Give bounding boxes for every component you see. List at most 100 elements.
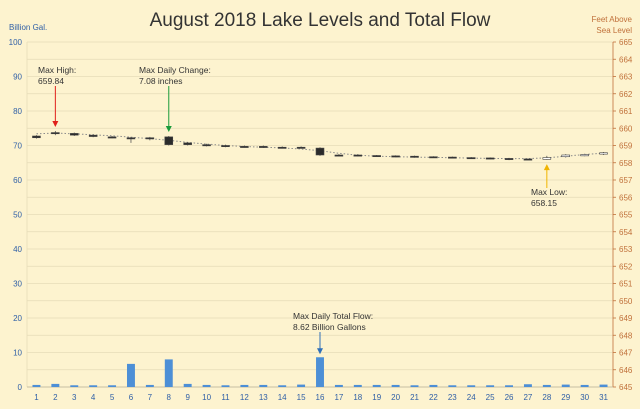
max-total-flow-label: 8.62 Billion Gallons [293, 322, 366, 332]
flow-bar [523, 384, 532, 387]
flow-bar [278, 385, 287, 387]
candle-body [296, 146, 306, 149]
x-tick-label: 31 [599, 393, 608, 402]
candle-body [126, 137, 136, 140]
flow-bar [32, 384, 41, 387]
right-tick-label: 654 [619, 228, 633, 237]
flow-bar [164, 359, 173, 387]
right-tick-label: 660 [619, 124, 633, 133]
x-tick-label: 22 [429, 393, 438, 402]
candle-body [183, 142, 192, 145]
x-tick-label: 6 [129, 393, 134, 402]
right-tick-label: 656 [619, 193, 633, 202]
flow-bar [542, 384, 551, 387]
candle-body [69, 133, 79, 136]
candle-body [221, 145, 230, 148]
candle-body [448, 156, 457, 159]
left-tick-label: 100 [9, 38, 23, 47]
right-tick-label: 661 [619, 107, 633, 116]
x-tick-label: 13 [259, 393, 268, 402]
candle-body [51, 132, 60, 135]
candle-body [372, 155, 381, 158]
flow-bar [429, 384, 438, 387]
left-tick-label: 20 [13, 314, 22, 323]
left-tick-label: 90 [13, 73, 22, 82]
right-tick-label: 649 [619, 314, 633, 323]
x-tick-label: 26 [505, 393, 514, 402]
right-tick-label: 655 [619, 211, 633, 220]
x-axis-ticks: 1 2 3 4 5 6 7 8 9 10 11 12 13 14 15 16 17 18 19 20 21 22 23 24 2… [34, 393, 608, 402]
left-tick-label: 40 [13, 245, 22, 254]
candle-body [466, 157, 476, 160]
x-tick-label: 14 [278, 393, 287, 402]
candle-body [353, 154, 363, 157]
candle-body [315, 147, 325, 156]
left-tick-label: 60 [13, 176, 22, 185]
left-tick-label: 0 [18, 383, 23, 392]
candle-body [202, 144, 211, 147]
flow-bar [145, 384, 154, 387]
x-tick-label: 10 [202, 393, 211, 402]
right-axis-ticks: 645 646 647 648 649 650 651 652 653 654 655 656 657 6… [613, 38, 633, 392]
candle-body [145, 137, 155, 140]
x-tick-label: 5 [110, 393, 115, 402]
max-high-label: Max High: [38, 65, 76, 75]
right-tick-label: 646 [619, 366, 633, 375]
flow-bar [391, 384, 400, 387]
right-tick-label: 657 [619, 176, 633, 185]
right-tick-label: 665 [619, 38, 633, 47]
flow-bar [467, 385, 476, 387]
right-axis-label-line2: Sea Level [596, 26, 632, 35]
max-low-label: 658.15 [531, 198, 557, 208]
right-tick-label: 650 [619, 297, 633, 306]
flow-bar [126, 363, 135, 387]
x-tick-label: 19 [372, 393, 381, 402]
flow-bar [486, 385, 495, 387]
x-tick-label: 28 [542, 393, 551, 402]
candle-body [429, 156, 438, 159]
flow-bar [70, 385, 79, 387]
flow-bar [89, 385, 98, 387]
candle-body [542, 157, 552, 160]
candle-body [504, 158, 514, 160]
x-tick-label: 3 [72, 393, 77, 402]
x-tick-label: 9 [185, 393, 190, 402]
flow-bar [240, 384, 249, 387]
left-axis-ticks: 0 10 20 30 40 50 60 70 80 90 100 [9, 38, 23, 392]
flow-bar [334, 384, 343, 387]
max-low-label: Max Low: [531, 187, 567, 197]
candle-body [240, 146, 249, 148]
flow-bar [221, 385, 230, 387]
candle-body [164, 136, 174, 145]
gridlines [26, 41, 614, 388]
flow-bar [316, 357, 324, 387]
right-tick-label: 663 [619, 73, 633, 82]
max-daily-change-label: 7.08 inches [139, 76, 182, 86]
left-tick-label: 70 [13, 142, 22, 151]
left-tick-label: 50 [13, 211, 22, 220]
x-tick-label: 21 [410, 393, 419, 402]
right-axis-label-line1: Feet Above [592, 15, 633, 24]
x-tick-label: 30 [580, 393, 589, 402]
lake-level-candles [32, 131, 608, 161]
x-tick-label: 24 [467, 393, 476, 402]
flow-bar [561, 384, 570, 387]
flow-bar [410, 385, 419, 387]
flow-bar [353, 384, 362, 387]
flow-bar [580, 384, 589, 387]
x-tick-label: 27 [523, 393, 532, 402]
max-total-flow-label: Max Daily Total Flow: [293, 311, 373, 321]
right-tick-label: 648 [619, 331, 633, 340]
x-tick-label: 25 [486, 393, 495, 402]
flow-bars [32, 357, 608, 387]
x-tick-label: 1 [34, 393, 39, 402]
flow-bar [202, 384, 211, 387]
x-tick-label: 12 [240, 393, 249, 402]
chart-title: August 2018 Lake Levels and Total Flow [150, 10, 491, 31]
x-tick-label: 15 [297, 393, 306, 402]
candle-body [88, 134, 98, 137]
x-tick-label: 18 [353, 393, 362, 402]
x-tick-label: 2 [53, 393, 58, 402]
candle-body [259, 146, 268, 148]
